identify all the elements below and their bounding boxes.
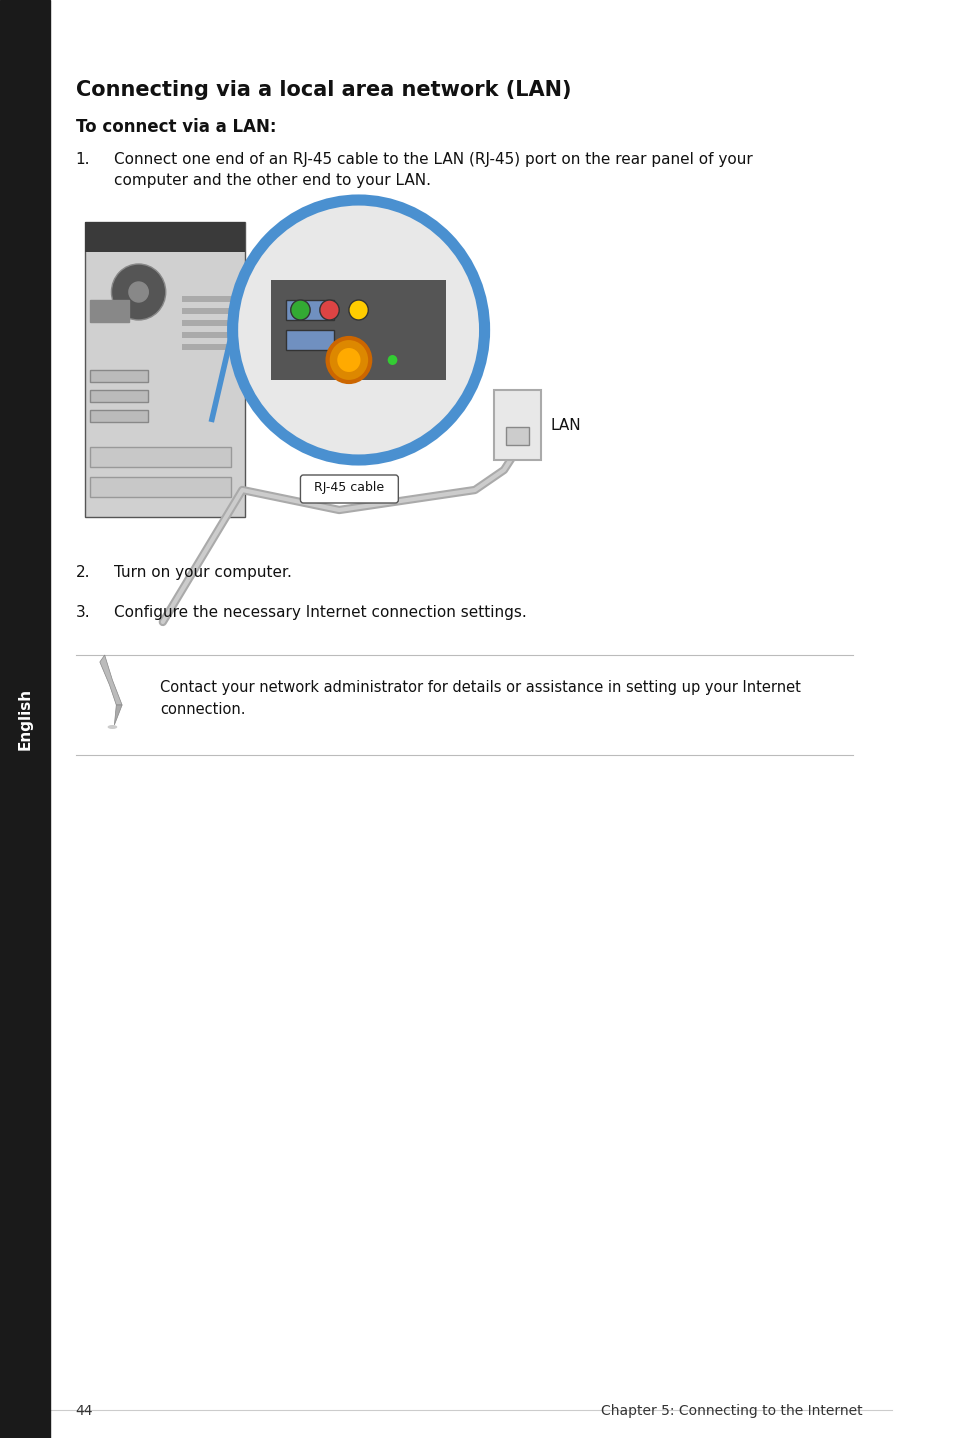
Ellipse shape [108,725,117,729]
Circle shape [327,338,370,383]
Bar [182,332,231,338]
Bar [182,308,231,313]
Circle shape [319,301,339,321]
Bar [182,344,231,349]
Bar [286,329,334,349]
Text: LAN: LAN [550,417,580,433]
Bar [85,221,245,518]
Bar [182,296,231,302]
Circle shape [337,348,360,372]
Circle shape [291,301,310,321]
Bar [90,301,129,322]
Bar [271,280,445,380]
Bar [90,370,148,383]
Text: To connect via a LAN:: To connect via a LAN: [75,118,275,137]
Bar [0,0,51,1438]
Polygon shape [100,654,122,705]
Polygon shape [114,705,122,725]
Text: Chapter 5: Connecting to the Internet: Chapter 5: Connecting to the Internet [600,1403,862,1418]
Text: 1.: 1. [75,152,90,167]
Bar [90,410,148,421]
Text: Contact your network administrator for details or assistance in setting up your : Contact your network administrator for d… [160,680,800,718]
Circle shape [349,301,368,321]
Text: 3.: 3. [75,605,91,620]
Text: Configure the necessary Internet connection settings.: Configure the necessary Internet connect… [114,605,527,620]
Circle shape [233,200,484,460]
Text: Turn on your computer.: Turn on your computer. [114,565,292,580]
Bar [286,301,334,321]
Circle shape [129,282,148,302]
Bar [182,321,231,326]
FancyBboxPatch shape [300,475,398,503]
Text: Connect one end of an RJ-45 cable to the LAN (RJ-45) port on the rear panel of y: Connect one end of an RJ-45 cable to the… [114,152,752,188]
Bar [90,447,231,467]
Circle shape [387,355,397,365]
Circle shape [112,265,166,321]
Bar [505,427,529,444]
Text: RJ-45 cable: RJ-45 cable [314,482,383,495]
Text: English: English [18,687,32,751]
Bar [494,390,540,460]
Bar [85,221,245,252]
Bar [90,477,231,498]
Text: 2.: 2. [75,565,90,580]
Text: Connecting via a local area network (LAN): Connecting via a local area network (LAN… [75,81,571,101]
Text: 44: 44 [75,1403,93,1418]
Bar [90,390,148,403]
